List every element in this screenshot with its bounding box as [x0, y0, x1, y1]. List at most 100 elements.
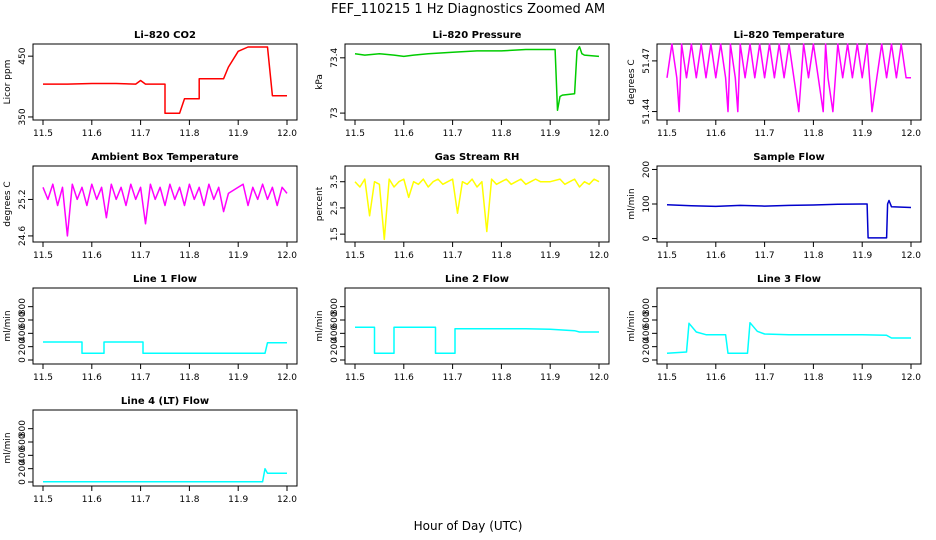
x-tick-label: 12.0	[589, 251, 609, 261]
y-tick-label: 400	[18, 446, 28, 463]
y-tick-label: 600	[18, 433, 28, 450]
y-tick-label: 600	[18, 311, 28, 328]
y-tick-label: 0	[642, 357, 652, 363]
x-tick-label: 11.9	[852, 373, 872, 383]
panel-title: Line 4 (LT) Flow	[121, 396, 209, 407]
series-line	[666, 321, 911, 355]
x-tick-label: 11.5	[33, 373, 53, 383]
chart-panel-1: Li–820 CO2 11.5 11.6 11.7 11.8 11.9 12.0 350 450…	[3, 30, 298, 139]
y-axis-label: ml/min	[627, 310, 637, 341]
series-line	[666, 43, 911, 113]
chart-panel-2: Li–820 Pressure 11.5 11.6 11.7 11.8 11.9 12.0 7…	[315, 30, 610, 139]
chart-panel-4: Ambient Box Temperature 11.5 11.6 11.7 11.8 1…	[3, 152, 298, 261]
x-tick-label: 12.0	[901, 251, 921, 261]
series-line	[43, 46, 287, 115]
plot-frame	[32, 165, 298, 243]
x-tick-label: 11.7	[755, 129, 775, 139]
panel-title: Sample Flow	[753, 152, 825, 163]
x-tick-label: 11.5	[33, 251, 53, 261]
x-tick-label: 11.7	[131, 373, 151, 383]
y-tick-label: 200	[18, 460, 28, 477]
x-tick-label: 12.0	[901, 129, 921, 139]
x-tick-label: 11.5	[345, 373, 365, 383]
y-tick-label: 2.5	[330, 201, 340, 215]
x-tick-label: 11.5	[657, 129, 677, 139]
series-line	[354, 46, 600, 112]
y-tick-label: 200	[642, 161, 652, 178]
x-tick-label: 11.6	[394, 373, 414, 383]
y-tick-label: 24.6	[18, 226, 28, 246]
y-tick-label: 51.47	[642, 48, 652, 74]
x-tick-label: 11.5	[33, 129, 53, 139]
y-tick-label: 3.5	[330, 175, 340, 189]
y-tick-label: 0	[642, 235, 652, 241]
x-tick-label: 11.8	[803, 129, 823, 139]
plot-frame	[656, 287, 922, 365]
panels-group: Li–820 CO2 11.5 11.6 11.7 11.8 11.9 12.0 350 450…	[3, 30, 922, 505]
series-line	[354, 178, 600, 241]
y-axis-label: degrees C	[3, 181, 13, 226]
y-axis-label: ml/min	[627, 188, 637, 219]
y-axis-label: percent	[315, 186, 325, 221]
x-tick-label: 11.7	[131, 129, 151, 139]
y-axis-label: ml/min	[3, 432, 13, 463]
x-tick-label: 11.9	[228, 373, 248, 383]
x-tick-label: 11.9	[852, 129, 872, 139]
x-tick-label: 11.6	[82, 373, 102, 383]
chart-panel-3: Li–820 Temperature 11.5 11.6 11.7 11.8 11.9 12…	[627, 30, 922, 139]
x-tick-label: 11.5	[33, 495, 53, 505]
series-line	[43, 341, 287, 355]
x-tick-label: 11.7	[755, 251, 775, 261]
chart-panel-10: Line 4 (LT) Flow 11.5 11.6 11.7 11.8 11.9 12.0…	[3, 396, 298, 505]
x-tick-label: 12.0	[589, 373, 609, 383]
panel-title: Line 3 Flow	[757, 274, 821, 285]
plot-frame	[344, 165, 610, 243]
y-tick-label: 450	[18, 47, 28, 64]
plot-frame	[32, 409, 298, 487]
panel-title: Line 2 Flow	[445, 274, 509, 285]
x-tick-label: 12.0	[901, 373, 921, 383]
series-line	[43, 467, 287, 483]
x-tick-label: 11.8	[491, 129, 511, 139]
series-line	[355, 326, 599, 355]
x-tick-label: 11.7	[443, 129, 463, 139]
y-tick-label: 600	[642, 311, 652, 328]
figure-title: FEF_110215 1 Hz Diagnostics Zoomed AM	[331, 2, 605, 17]
figure-x-axis-label: Hour of Day (UTC)	[414, 519, 523, 533]
x-tick-label: 11.8	[179, 495, 199, 505]
y-tick-label: 800	[18, 420, 28, 437]
x-tick-label: 11.8	[803, 251, 823, 261]
chart-panel-9: Line 3 Flow 11.5 11.6 11.7 11.8 11.9 12.0 0 2004…	[627, 274, 922, 383]
y-axis-label: kPa	[315, 74, 325, 90]
x-tick-label: 11.6	[706, 251, 726, 261]
x-tick-label: 11.5	[657, 251, 677, 261]
x-tick-label: 11.7	[131, 495, 151, 505]
y-tick-label: 73.4	[330, 48, 340, 68]
x-tick-label: 11.9	[852, 251, 872, 261]
y-axis-label: ml/min	[3, 310, 13, 341]
plot-frame	[32, 287, 298, 365]
y-tick-label: 400	[330, 324, 340, 341]
x-tick-label: 11.7	[443, 251, 463, 261]
plot-frame	[344, 43, 610, 121]
y-tick-label: 400	[18, 324, 28, 341]
x-tick-label: 11.5	[345, 129, 365, 139]
panel-title: Gas Stream RH	[435, 152, 520, 163]
y-tick-label: 100	[642, 195, 652, 212]
y-tick-label: 0	[330, 357, 340, 363]
y-tick-label: 51.44	[642, 98, 652, 124]
x-tick-label: 11.7	[131, 251, 151, 261]
y-tick-label: 800	[18, 298, 28, 315]
chart-panel-7: Line 1 Flow 11.5 11.6 11.7 11.8 11.9 12.0 0 2004…	[3, 274, 298, 383]
chart-panel-8: Line 2 Flow 11.5 11.6 11.7 11.8 11.9 12.0 0 2004…	[315, 274, 610, 383]
x-tick-label: 11.5	[345, 251, 365, 261]
x-tick-label: 11.5	[657, 373, 677, 383]
y-tick-label: 600	[330, 311, 340, 328]
x-tick-label: 12.0	[277, 251, 297, 261]
y-tick-label: 0	[18, 357, 28, 363]
series-line	[666, 199, 912, 239]
x-tick-label: 12.0	[277, 373, 297, 383]
x-tick-label: 11.8	[179, 373, 199, 383]
y-tick-label: 400	[642, 324, 652, 341]
